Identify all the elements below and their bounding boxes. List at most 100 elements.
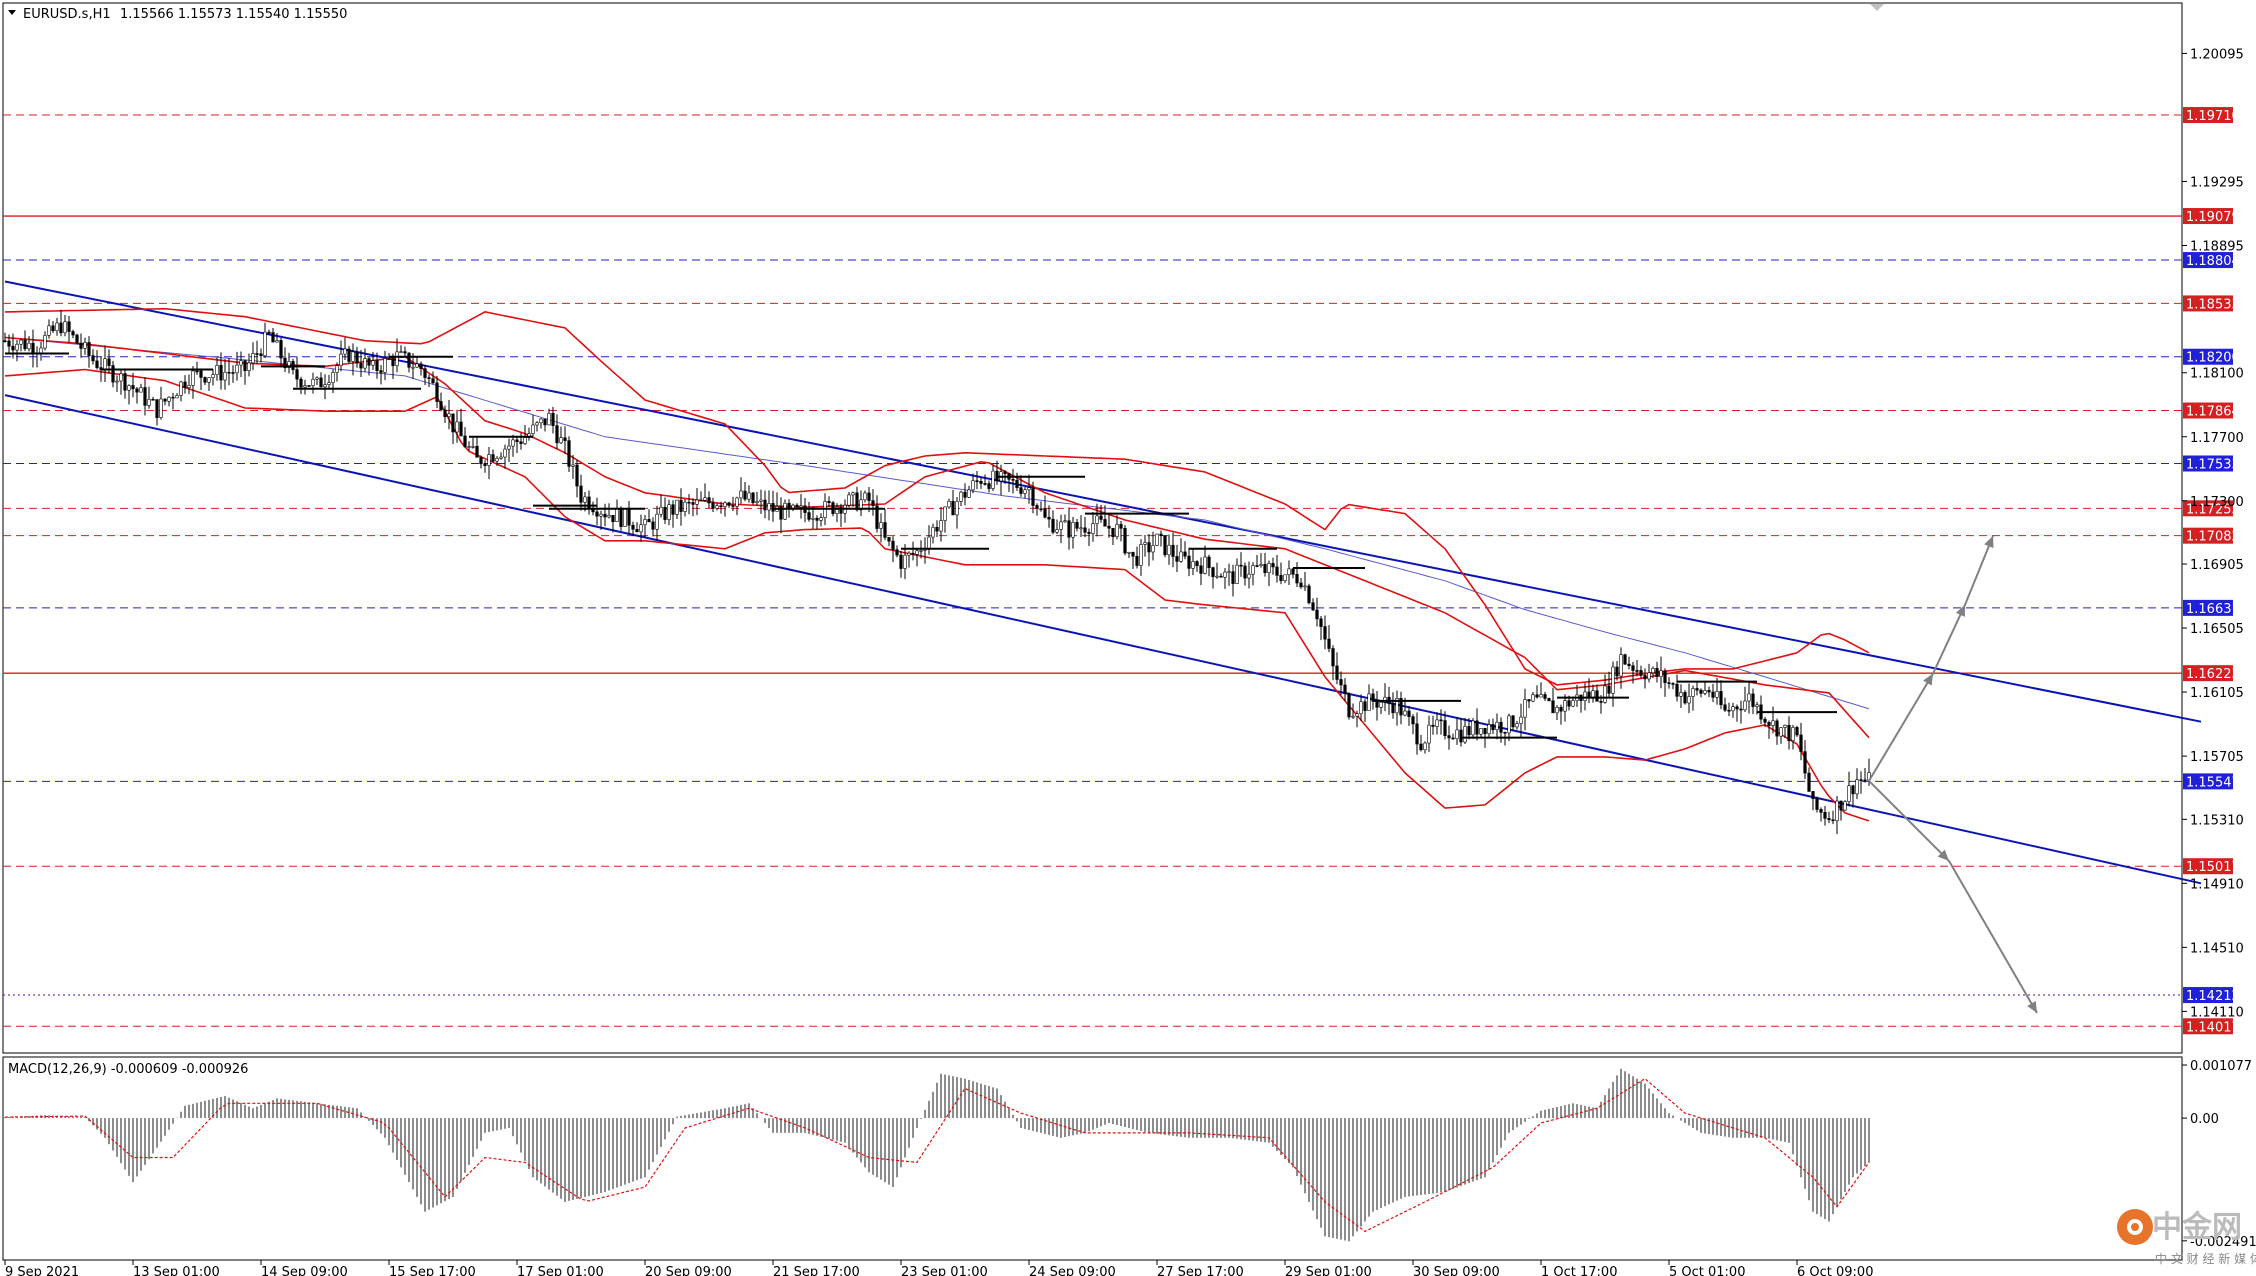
level-tag-label: 1.17253 [2186, 502, 2240, 517]
candle-body [587, 496, 591, 510]
candle-body [723, 502, 727, 507]
candle-body [655, 513, 659, 530]
candle-body [1723, 704, 1727, 711]
candle-body [467, 446, 471, 448]
candle-body [411, 366, 415, 369]
candle-body [3, 340, 7, 343]
candle-body [167, 396, 171, 402]
candle-body [1843, 801, 1847, 811]
candle-body [951, 500, 955, 516]
candle-body [1799, 734, 1803, 752]
level-tag-label: 1.16223 [2186, 667, 2240, 682]
candle-body [103, 358, 107, 370]
candle-body [1631, 665, 1635, 671]
candle-body [1051, 518, 1055, 533]
dropdown-arrow-icon[interactable] [8, 10, 16, 15]
candle-body [1439, 719, 1443, 722]
arrow-head-icon [2027, 1000, 2037, 1013]
candle-body [851, 492, 855, 496]
candle-body [623, 508, 627, 527]
macd-tick-label: 0.001077 [2190, 1059, 2252, 1074]
candle-body [1319, 618, 1323, 627]
candle-body [1375, 700, 1379, 708]
candle-body [239, 360, 243, 366]
candle-body [431, 378, 435, 384]
candle-body [727, 502, 731, 506]
time-tick-label: 20 Sep 09:00 [645, 1265, 732, 1276]
level-tag-label: 1.19710 [2186, 109, 2240, 124]
candle-body [399, 351, 403, 353]
candle-body [123, 373, 127, 391]
candle-body [783, 502, 787, 520]
candle-body [279, 340, 283, 359]
time-tick-label: 30 Sep 09:00 [1413, 1265, 1500, 1276]
candle-body [1311, 602, 1315, 611]
macd-title: MACD(12,26,9) -0.000609 -0.000926 [8, 1062, 248, 1077]
candle-body [311, 379, 315, 386]
candle-body [651, 521, 655, 530]
candle-body [639, 524, 643, 533]
candle-body [475, 445, 479, 458]
candle-body [1143, 542, 1147, 545]
candle-body [603, 513, 607, 518]
candle-body [355, 351, 359, 364]
candle-body [1747, 693, 1751, 702]
candle-body [131, 385, 135, 390]
price-tick-label: 1.14910 [2190, 877, 2244, 892]
candle-body [1847, 785, 1851, 802]
candle-body [51, 325, 55, 332]
candle-body [1107, 525, 1111, 529]
candle-body [1675, 683, 1679, 697]
candle-body [1471, 720, 1475, 736]
candle-body [1427, 724, 1431, 744]
candle-body [1795, 727, 1799, 736]
candle-body [1227, 571, 1231, 573]
candle-body [1835, 800, 1839, 822]
candle-body [1739, 708, 1743, 711]
candle-body [1043, 508, 1047, 518]
candle-body [615, 508, 619, 522]
projection-arrows [1868, 535, 2038, 1014]
candle-body [419, 363, 423, 369]
candle-body [959, 491, 963, 502]
candle-body [1039, 508, 1043, 511]
candle-body [1391, 703, 1395, 714]
scroll-marker-icon[interactable] [1870, 4, 1884, 11]
candle-body [1567, 700, 1571, 707]
candle-body [1027, 487, 1031, 491]
level-tag [2183, 348, 2233, 365]
candle-body [227, 371, 231, 374]
candle-body [119, 373, 123, 382]
candle-body [1103, 519, 1107, 527]
arrow-head-icon [1984, 536, 1994, 549]
candle-body [663, 506, 667, 520]
candle-body [1583, 691, 1587, 701]
candle-body [243, 360, 247, 371]
candle-body [43, 334, 47, 349]
candle-body [47, 325, 51, 336]
candle-body [1499, 721, 1503, 733]
candle-body [135, 388, 139, 393]
candle-body [791, 504, 795, 509]
candle-body [1727, 709, 1731, 712]
candle-body [771, 503, 775, 512]
candle-body [1415, 723, 1419, 745]
candle-body [1091, 523, 1095, 534]
candle-body [171, 396, 175, 399]
candle-body [711, 502, 715, 509]
bollinger-upper [4, 307, 1870, 686]
projection-arrow-0 [1868, 535, 1994, 782]
candle-body [1691, 688, 1695, 697]
chart-header: EURUSD.s,H1 1.15566 1.15573 1.15540 1.15… [8, 7, 347, 22]
candle-body [1087, 531, 1091, 534]
candle-body [1555, 707, 1559, 714]
candle-body [423, 368, 427, 378]
price-tick-label: 1.14510 [2190, 941, 2244, 956]
candle-body [1451, 737, 1455, 740]
level-tag-label: 1.15017 [2186, 860, 2240, 875]
candle-body [1667, 682, 1671, 684]
candle-body [335, 365, 339, 373]
level-tag [2183, 252, 2233, 269]
candle-body [1431, 724, 1435, 727]
